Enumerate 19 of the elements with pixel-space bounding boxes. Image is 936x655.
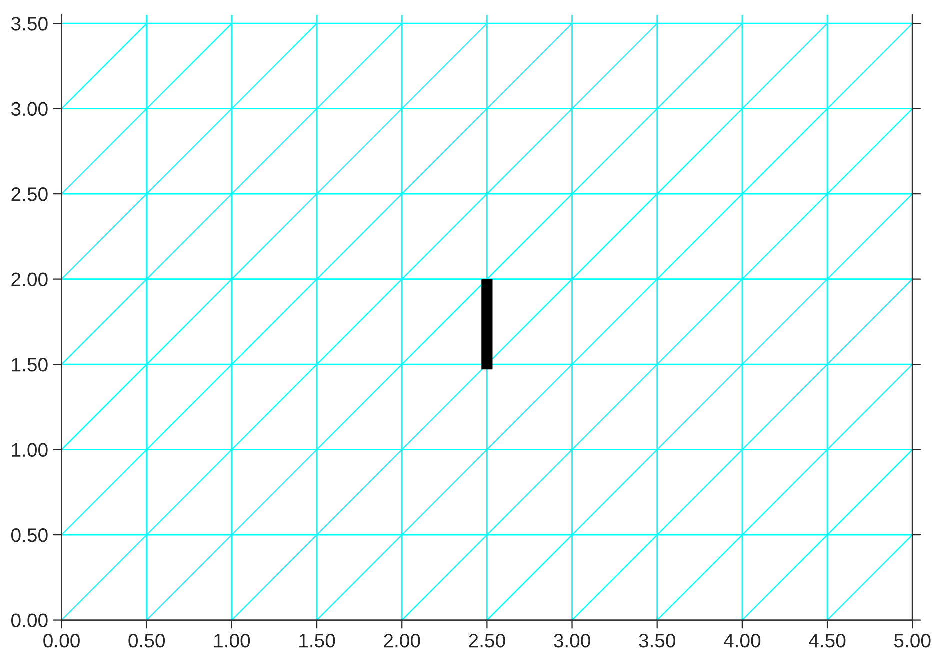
y-tick-label: 1.50: [12, 358, 48, 372]
x-tick-label: 3.50: [639, 634, 676, 648]
x-tick-label: 3.00: [554, 634, 590, 648]
y-tick-label: 2.50: [12, 188, 48, 202]
x-tick-label: 2.00: [384, 634, 420, 648]
x-tick-label: 4.00: [724, 634, 761, 648]
y-tick-label: 3.00: [11, 102, 48, 116]
x-tick-label: 0.00: [44, 634, 80, 648]
y-tick-label: 2.00: [12, 272, 48, 287]
x-tick-label: 1.00: [214, 634, 250, 648]
x-tick-label: 1.50: [300, 634, 336, 648]
x-tick-label: 2.50: [469, 634, 506, 648]
y-tick-label: 1.00: [12, 443, 48, 458]
y-tick-label: 0.00: [12, 614, 48, 628]
y-tick-label: 3.50: [11, 17, 48, 31]
x-tick-label: 4.50: [809, 634, 846, 648]
x-tick-label: 0.50: [128, 634, 166, 648]
y-tick-label: 0.50: [12, 528, 48, 542]
x-tick-label: 5.00: [894, 634, 931, 648]
